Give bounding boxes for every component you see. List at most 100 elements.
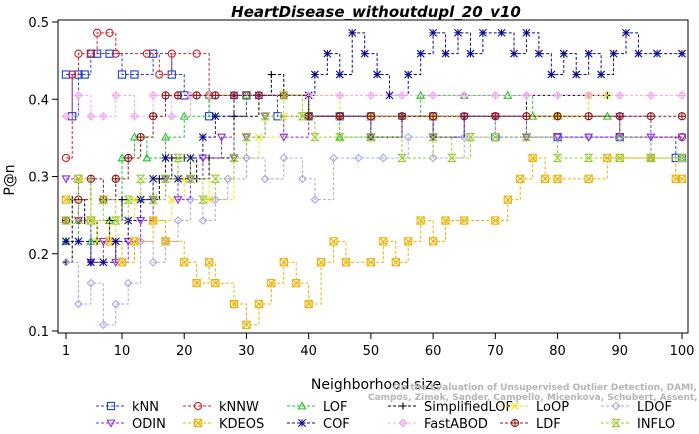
marker-triangle [129, 132, 139, 141]
marker-circle [74, 49, 83, 58]
marker-diamond [173, 216, 183, 225]
marker-triangle [142, 153, 152, 162]
legend-item: kNNW [183, 400, 259, 415]
marker-square [553, 174, 562, 183]
marker-stroke [180, 258, 189, 267]
marker-triangle-down [646, 133, 656, 142]
marker-stroke [634, 49, 643, 58]
marker-stroke [292, 279, 301, 288]
x-tick-label: 30 [238, 344, 255, 359]
y-tick-label: 0.2 [28, 248, 49, 263]
marker-square [192, 278, 201, 288]
marker-square [193, 418, 203, 428]
marker-square [416, 216, 425, 225]
marker-stroke [584, 49, 593, 58]
legend-label: COF [323, 417, 350, 432]
series-kdeos [61, 153, 687, 329]
marker-triangle [161, 132, 171, 141]
x-tick-label: 10 [114, 344, 131, 359]
marker-circle [92, 28, 102, 37]
marker-circle [167, 49, 176, 58]
marker-square [61, 70, 71, 79]
marker-stroke [379, 237, 388, 246]
marker-stroke [62, 195, 70, 204]
marker-square [130, 237, 139, 246]
marker-stroke [304, 299, 313, 308]
marker-hourglass [160, 174, 171, 183]
watermark-line-1: On the Evaluation of Unsupervised Outlie… [393, 383, 699, 393]
marker-stroke [254, 299, 263, 308]
marker-stroke [149, 216, 158, 225]
marker-stroke [553, 174, 562, 183]
marker-square [441, 216, 450, 225]
marker-diamond [611, 401, 621, 411]
marker-stroke [522, 28, 531, 37]
marker-stroke [373, 70, 382, 79]
marker-stroke [62, 237, 70, 246]
marker-square [204, 258, 214, 267]
marker-square [677, 174, 687, 183]
marker-hourglass [521, 132, 532, 142]
y-tick-label: 0.5 [28, 16, 49, 31]
axes: 1 10 20 30 40 50 60 70 80 90 100 0.1 0.2 0.3 0.4 0.5 [28, 16, 694, 359]
marker-square [516, 174, 525, 183]
marker-hourglass [365, 132, 376, 142]
marker-hourglass [110, 216, 121, 225]
marker-diamond [198, 216, 208, 225]
marker-stroke [460, 216, 469, 225]
marker-diamond [459, 132, 469, 142]
series-knn [61, 49, 687, 163]
series-line [66, 74, 608, 263]
marker-triangle-down [173, 196, 183, 205]
legend-item: KDEOS [183, 417, 264, 432]
marker-stroke [584, 174, 593, 183]
marker-hourglass [465, 132, 476, 142]
marker-diamond [223, 174, 233, 184]
marker-stroke [105, 237, 114, 246]
marker-hourglass [490, 132, 501, 142]
marker-hourglass [173, 153, 183, 163]
legend-label: FastABOD [424, 417, 488, 432]
y-tick-label: 0.3 [28, 171, 49, 186]
marker-stroke [510, 49, 518, 58]
legend-label: LDOF [637, 400, 672, 415]
marker-stroke [186, 153, 195, 162]
marker-square [106, 401, 116, 411]
series-line [66, 157, 682, 326]
legend-item: kNN [96, 400, 159, 415]
marker-square [540, 174, 550, 183]
marker-stroke [194, 419, 202, 427]
marker-stroke [366, 258, 375, 267]
legend-item: LDF [500, 417, 561, 432]
x-tick-label: 80 [549, 344, 566, 359]
plot-area [61, 28, 687, 330]
marker-stroke [478, 28, 487, 37]
marker-square [292, 278, 301, 288]
marker-square [117, 70, 127, 79]
legend-item: LOF [287, 400, 348, 415]
marker-square [148, 216, 158, 225]
marker-diamond [111, 299, 121, 309]
marker-circle [111, 49, 120, 58]
marker-circle [193, 401, 203, 411]
marker-square [316, 258, 326, 267]
marker-stroke [323, 49, 332, 58]
marker-hourglass [148, 195, 159, 204]
marker-stroke [441, 216, 450, 225]
legend: kNN kNNW LOF SimplifiedLOF LoOP LDOF ODIN KDEOS… [96, 400, 675, 432]
marker-triangle-down [217, 133, 227, 142]
marker-stroke [211, 279, 220, 288]
marker-stroke [118, 258, 126, 267]
x-tick-label: 40 [300, 344, 317, 359]
x-tick-label: 20 [176, 344, 193, 359]
legend-item: COF [287, 417, 350, 432]
marker-stroke [404, 237, 413, 246]
marker-circle [142, 49, 152, 58]
marker-diamond [428, 153, 438, 163]
marker-hourglass [278, 91, 289, 100]
marker-square [391, 258, 400, 267]
marker-stroke [491, 216, 500, 225]
marker-hourglass [260, 112, 271, 121]
marker-stroke [678, 174, 686, 183]
legend-item: LDOF [601, 400, 672, 415]
